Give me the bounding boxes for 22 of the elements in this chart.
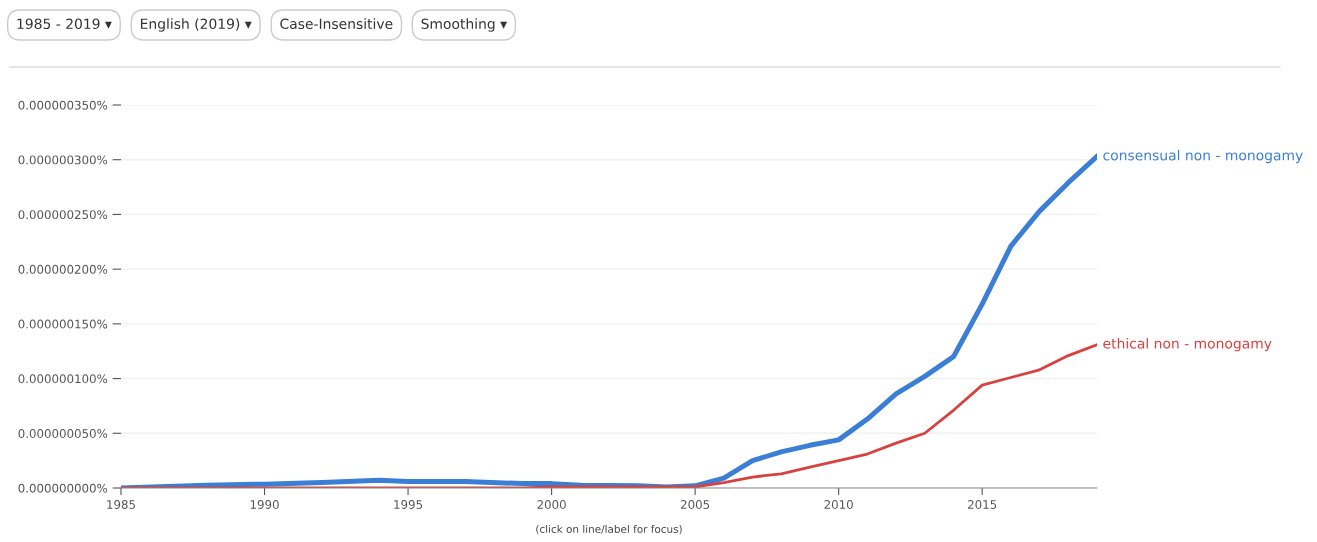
y-tick-label: 0.000000250% — [18, 210, 108, 220]
text: Smoothing ▾ — [421, 18, 508, 32]
x-tick-label: 2015 — [968, 500, 997, 509]
text: Case-Insensitive — [280, 18, 393, 30]
text: English (2019) ▾ — [140, 18, 252, 32]
series-label: ethical non - monogamy — [1103, 337, 1272, 352]
y-tick-label: 0.000000200% — [18, 264, 108, 274]
series-label: consensual non - monogamy — [1103, 149, 1303, 164]
y-tick-label: 0.000000150% — [18, 319, 108, 329]
y-tick-label: 0.000000050% — [18, 429, 108, 438]
text: (click on line/label for focus) — [536, 524, 682, 535]
x-tick-label: 2005 — [680, 500, 710, 509]
x-tick-label: 1985 — [107, 500, 135, 509]
x-tick-label: 1990 — [250, 500, 279, 509]
x-tick-label: 2010 — [824, 500, 853, 509]
y-tick-label: 0.000000350% — [18, 100, 108, 110]
y-tick-label: 0.000000000% — [18, 483, 108, 493]
text: 1985 - 2019 ▾ — [17, 18, 112, 30]
x-tick-label: 1995 — [394, 500, 423, 509]
y-tick-label: 0.000000100% — [18, 374, 108, 384]
y-tick-label: 0.000000300% — [18, 155, 108, 165]
x-tick-label: 2000 — [537, 500, 566, 509]
